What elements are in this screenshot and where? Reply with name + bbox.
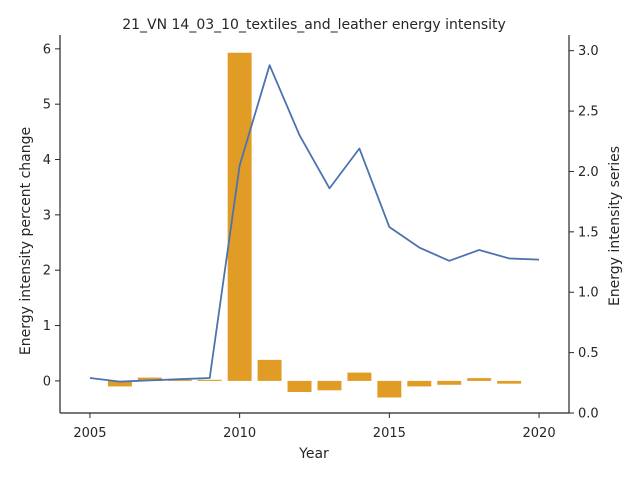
bars-layer [107,52,522,398]
y-tick-label-right: 3.0 [578,44,599,59]
y-tick-label-right: 1.5 [578,225,599,240]
y-tick-label-left: 0 [43,374,51,389]
y-tick-label-left: 3 [43,208,51,223]
bar-2007 [137,377,162,381]
y-tick-label-left: 5 [43,98,51,113]
x-tick-label: 2020 [523,426,556,441]
bar-2012 [287,380,312,392]
y-tick-label-left: 2 [43,264,51,279]
bar-2015 [377,380,402,398]
y-axis-label-left: Energy intensity percent change [18,127,34,355]
bar-2013 [317,380,342,391]
x-tick-label: 2005 [73,426,106,441]
axes-layer: 2005 2010 2015 2020 0 1 2 3 4 5 6 0.0 0.5 1.0 1.5 2.0 2.… [43,35,599,441]
y-tick-label-left: 4 [43,153,51,168]
bar-2016 [407,380,432,387]
y-tick-label-right: 1.0 [578,286,599,301]
y-tick-label-right: 0.0 [578,407,599,422]
bar-2010 [227,52,252,381]
chart-title: 21_VN 14_03_10_textiles_and_leather ener… [122,17,506,33]
y-axis-label-right: Energy intensity series [607,146,623,306]
x-tick-label: 2015 [373,426,406,441]
y-tick-label-left: 6 [43,42,51,57]
line-layer [89,64,540,383]
bar-2014 [347,372,372,381]
bar-2018 [467,378,492,381]
y-tick-label-right: 2.5 [578,105,599,120]
bar-2011 [257,359,282,381]
energy-intensity-series-line [89,64,540,383]
y-tick-label-right: 2.0 [578,165,599,180]
y-tick-label-right: 0.5 [578,346,599,361]
x-tick-label: 2010 [223,426,256,441]
bar-2006 [107,380,132,387]
x-axis-label: Year [298,446,329,462]
y-tick-label-left: 1 [43,319,51,334]
bar-2017 [437,380,462,385]
bar-2019 [497,380,522,384]
bar-2008 [167,379,192,381]
bar-2009 [197,379,222,381]
